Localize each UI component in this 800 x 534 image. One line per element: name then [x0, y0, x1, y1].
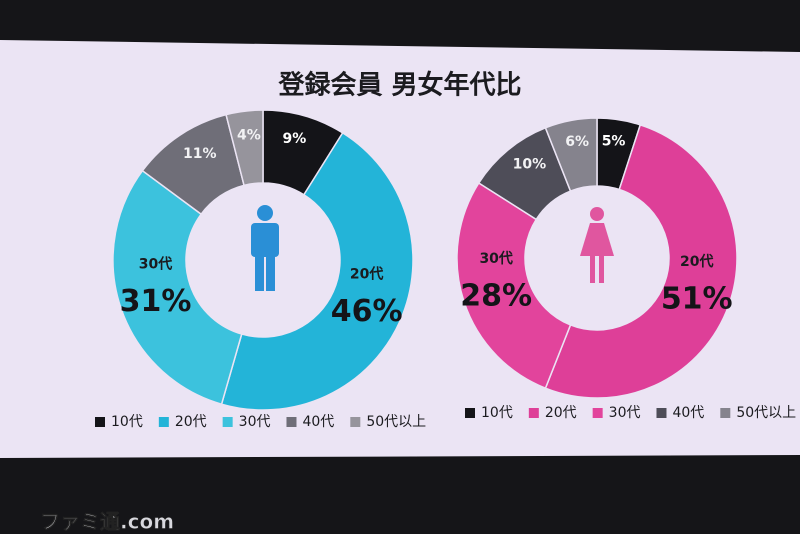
- legend-swatch: [95, 417, 105, 427]
- legend-label: 40代: [302, 414, 334, 430]
- slice-category-label: 30代: [479, 250, 512, 267]
- legend-swatch: [158, 417, 169, 427]
- legend-label: 30代: [609, 405, 641, 421]
- data-label: 5%: [602, 133, 626, 149]
- legend-label: 10代: [111, 414, 143, 430]
- legend-label: 30代: [239, 414, 271, 430]
- legend-label: 50代以上: [366, 414, 426, 430]
- data-label: 51%: [661, 281, 733, 316]
- legend-label: 20代: [545, 405, 577, 421]
- donut-slice: [220, 131, 414, 411]
- data-label: 6%: [565, 134, 589, 150]
- watermark: ファミ通.com: [40, 510, 174, 534]
- legend-label: 40代: [672, 405, 704, 421]
- male-icon: [251, 205, 279, 291]
- donut-slice: [456, 181, 572, 390]
- legend-swatch: [465, 408, 475, 418]
- legend-swatch: [656, 408, 667, 418]
- slice-category-label: 20代: [350, 265, 383, 282]
- legend-swatch: [720, 408, 731, 418]
- legend-swatch: [350, 417, 361, 427]
- data-label: 4%: [237, 127, 261, 143]
- donut-slice: [544, 117, 598, 193]
- legend-label: 50代以上: [736, 405, 796, 421]
- legend-label: 10代: [481, 405, 513, 421]
- donut-slice: [112, 169, 243, 406]
- slide-title: 登録会員 男女年代比: [277, 70, 521, 101]
- data-label: 11%: [183, 146, 217, 162]
- data-label: 9%: [282, 131, 306, 147]
- slice-category-label: 30代: [139, 255, 172, 272]
- legend-swatch: [528, 408, 539, 418]
- legend-label: 20代: [175, 414, 207, 430]
- slice-category-label: 20代: [680, 253, 713, 270]
- female-icon: [580, 207, 614, 283]
- donut-slice: [544, 123, 738, 399]
- data-label: 10%: [513, 156, 547, 172]
- donut-slice: [225, 109, 264, 187]
- data-label: 28%: [460, 278, 532, 313]
- data-label: 46%: [331, 294, 403, 329]
- legend-swatch: [222, 417, 233, 427]
- data-label: 31%: [120, 284, 192, 319]
- legend-swatch: [286, 417, 297, 427]
- legend-swatch: [592, 408, 603, 418]
